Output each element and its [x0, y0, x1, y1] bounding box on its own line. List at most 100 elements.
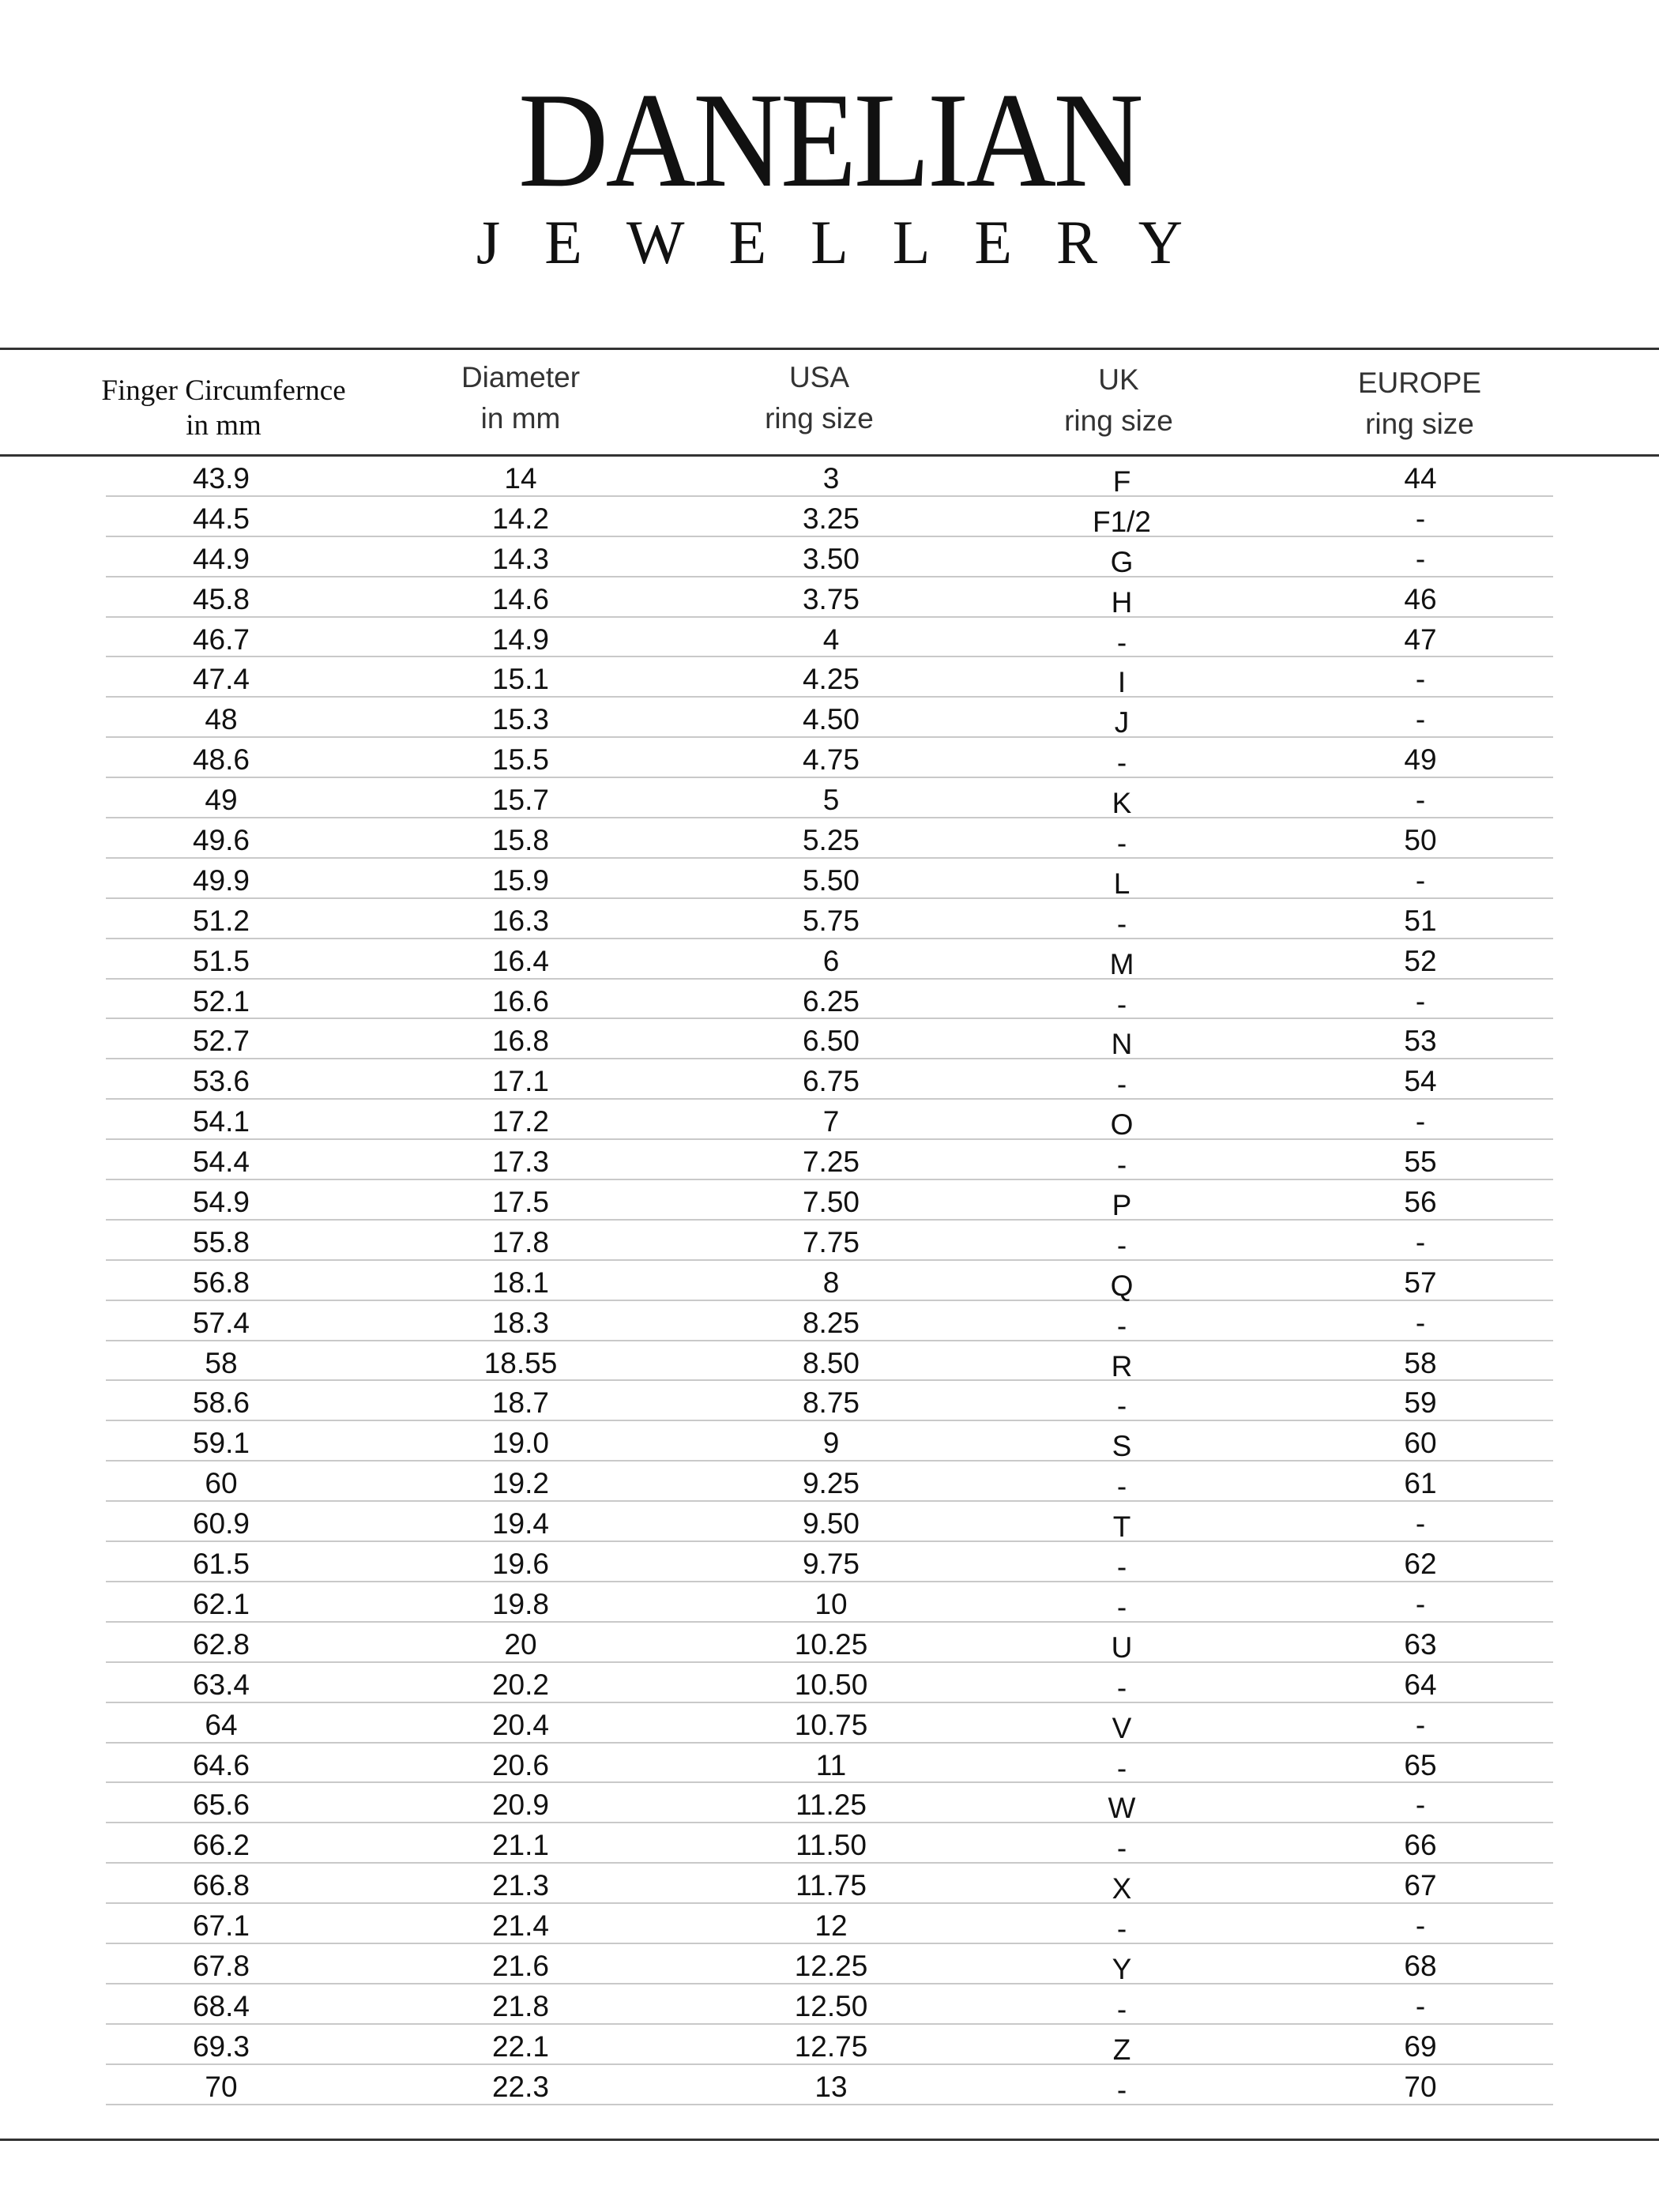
- cell-uk-size: -: [1116, 1832, 1127, 1865]
- cell-diameter: 17.1: [491, 1065, 549, 1098]
- cell-diameter: 14.2: [491, 502, 549, 535]
- cell-diameter: 16.4: [491, 944, 549, 977]
- cell-usa-size: 8.50: [802, 1346, 860, 1379]
- cell-circumference: 53.6: [192, 1065, 250, 1098]
- table-bottom-rule: [0, 2139, 1659, 2141]
- cell-uk-size: -: [1116, 1470, 1127, 1503]
- cell-europe-size: 62: [1404, 1548, 1437, 1581]
- cell-europe-size: 59: [1404, 1386, 1437, 1420]
- cell-usa-size: 12.75: [794, 2030, 868, 2063]
- cell-uk-size: -: [1116, 1068, 1127, 1101]
- header-line: EUROPE: [1357, 366, 1482, 399]
- cell-circumference: 67.8: [192, 1949, 250, 1982]
- cell-diameter: 17.2: [491, 1105, 549, 1138]
- cell-circumference: 55.8: [192, 1225, 250, 1258]
- table-row: 52.7 16.8 6.50 N 53: [106, 1019, 1553, 1060]
- cell-uk-size: J: [1114, 706, 1130, 739]
- cell-usa-size: 7: [822, 1105, 840, 1138]
- cell-europe-size: 51: [1404, 904, 1437, 937]
- table-row: 62.8 20 10.25 U 63: [106, 1623, 1553, 1664]
- cell-diameter: 20.2: [491, 1668, 549, 1701]
- cell-uk-size: -: [1116, 907, 1127, 940]
- cell-diameter: 19.8: [491, 1587, 549, 1620]
- table-row: 51.5 16.4 6 M 52: [106, 939, 1553, 980]
- cell-diameter: 21.6: [491, 1949, 549, 1982]
- cell-usa-size: 4.25: [802, 663, 860, 696]
- cell-usa-size: 9: [822, 1427, 840, 1460]
- cell-uk-size: O: [1110, 1108, 1134, 1142]
- cell-circumference: 54.9: [192, 1186, 250, 1219]
- cell-circumference: 62.1: [192, 1587, 250, 1620]
- cell-usa-size: 11.75: [796, 1869, 867, 1902]
- cell-europe-size: -: [1415, 784, 1426, 817]
- cell-diameter: 15.8: [491, 824, 549, 857]
- header-line: UK: [1098, 363, 1139, 396]
- cell-diameter: 22.1: [491, 2030, 549, 2063]
- table-row: 49.6 15.8 5.25 - 50: [106, 818, 1553, 860]
- table-row: 43.9 14 3 F 44: [106, 457, 1553, 498]
- cell-europe-size: 55: [1404, 1146, 1437, 1179]
- table-row: 66.8 21.3 11.75 X 67: [106, 1864, 1553, 1905]
- cell-diameter: 17.3: [491, 1146, 549, 1179]
- cell-usa-size: 5.50: [802, 863, 860, 897]
- cell-europe-size: -: [1415, 863, 1426, 897]
- table-row: 53.6 17.1 6.75 - 54: [106, 1059, 1553, 1100]
- cell-circumference: 49.9: [192, 863, 250, 897]
- cell-uk-size: -: [1116, 827, 1127, 860]
- cell-circumference: 66.2: [192, 1829, 250, 1862]
- table-row: 61.5 19.6 9.75 - 62: [106, 1542, 1553, 1583]
- table-row: 57.4 18.3 8.25 - -: [106, 1301, 1553, 1342]
- cell-circumference: 63.4: [192, 1668, 250, 1701]
- header-europe: EUROPE ring size: [1254, 351, 1586, 456]
- cell-europe-size: 70: [1404, 2070, 1437, 2103]
- cell-europe-size: 68: [1404, 1949, 1437, 1982]
- cell-circumference: 62.8: [192, 1627, 250, 1661]
- cell-uk-size: Y: [1112, 1952, 1132, 1985]
- cell-diameter: 15.5: [491, 743, 549, 777]
- cell-diameter: 18.55: [483, 1346, 558, 1379]
- table-row: 69.3 22.1 12.75 Z 69: [106, 2025, 1553, 2066]
- cell-usa-size: 7.25: [802, 1146, 860, 1179]
- table-row: 46.7 14.9 4 - 47: [106, 618, 1553, 659]
- table-row: 60.9 19.4 9.50 T -: [106, 1502, 1553, 1543]
- cell-usa-size: 8.75: [802, 1386, 860, 1420]
- cell-diameter: 17.8: [491, 1225, 549, 1258]
- table-row: 52.1 16.6 6.25 - -: [106, 980, 1553, 1021]
- cell-uk-size: U: [1111, 1631, 1133, 1664]
- cell-circumference: 60: [205, 1467, 238, 1500]
- cell-usa-size: 10: [814, 1587, 848, 1620]
- cell-uk-size: P: [1112, 1189, 1132, 1222]
- cell-diameter: 21.3: [491, 1869, 549, 1902]
- cell-usa-size: 3.75: [802, 582, 860, 615]
- table-row: 65.6 20.9 11.25 W -: [106, 1783, 1553, 1824]
- cell-europe-size: 67: [1404, 1869, 1437, 1902]
- cell-usa-size: 4.50: [802, 703, 860, 736]
- table-row: 44.9 14.3 3.50 G -: [106, 537, 1553, 578]
- cell-uk-size: R: [1111, 1349, 1133, 1382]
- cell-europe-size: 53: [1404, 1025, 1437, 1058]
- cell-usa-size: 3.50: [802, 542, 860, 575]
- header-line: Diameter: [461, 360, 581, 393]
- cell-usa-size: 11.50: [796, 1829, 867, 1862]
- cell-uk-size: G: [1110, 545, 1134, 578]
- cell-europe-size: -: [1415, 542, 1426, 575]
- cell-europe-size: -: [1415, 1507, 1426, 1540]
- table-body: 43.9 14 3 F 44 44.5 14.2 3.25 F1/2 - 44.9 14.3 3.50 G…: [106, 457, 1553, 2106]
- cell-usa-size: 3: [822, 462, 840, 495]
- brand-logo-name: DANELIAN: [518, 66, 1144, 216]
- cell-uk-size: F: [1112, 465, 1131, 498]
- cell-uk-size: I: [1117, 666, 1127, 699]
- cell-europe-size: 69: [1404, 2030, 1437, 2063]
- table-header-rule: [0, 454, 1659, 457]
- cell-europe-size: 56: [1404, 1186, 1437, 1219]
- cell-usa-size: 13: [814, 2070, 848, 2103]
- cell-uk-size: H: [1111, 585, 1133, 619]
- cell-diameter: 17.5: [491, 1186, 549, 1219]
- cell-circumference: 44.5: [192, 502, 250, 535]
- cell-europe-size: -: [1415, 663, 1426, 696]
- cell-diameter: 15.7: [491, 784, 549, 817]
- cell-circumference: 52.7: [192, 1025, 250, 1058]
- cell-circumference: 67.1: [192, 1909, 250, 1943]
- table-row: 62.1 19.8 10 - -: [106, 1582, 1553, 1623]
- cell-circumference: 70: [205, 2070, 238, 2103]
